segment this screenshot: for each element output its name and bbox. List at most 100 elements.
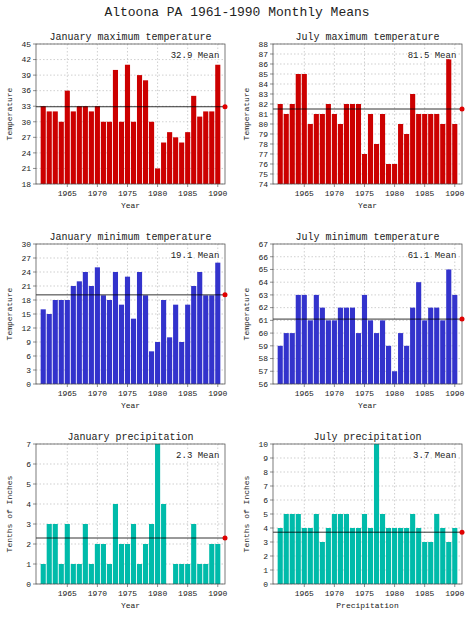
bar — [302, 295, 307, 384]
bar — [101, 544, 106, 584]
subplot-title: January precipitation — [67, 432, 193, 443]
bar — [77, 564, 82, 584]
x-tick-label: 1970 — [88, 389, 107, 398]
plot-frame — [273, 244, 462, 384]
bar — [422, 114, 427, 184]
bars — [36, 65, 225, 184]
bar — [65, 300, 70, 384]
bar — [53, 111, 58, 184]
y-tick — [33, 356, 36, 357]
y-tick-label: 3 — [26, 520, 31, 529]
y-tick — [270, 134, 273, 135]
x-tick — [304, 584, 305, 587]
grid-line — [273, 114, 462, 115]
bar — [209, 544, 214, 584]
plot-frame — [36, 244, 225, 384]
grid-line — [273, 104, 462, 105]
bar — [113, 70, 118, 184]
bar — [356, 104, 361, 184]
bar — [398, 333, 403, 384]
grid-line — [36, 504, 225, 505]
x-axis-label: Year — [358, 401, 377, 410]
y-tick-label: 10 — [258, 440, 268, 449]
grid-line — [36, 564, 225, 565]
y-tick-label: 9 — [263, 454, 268, 463]
x-tick-label: 1970 — [325, 389, 344, 398]
y-tick-label: 42 — [21, 55, 31, 64]
grid-line — [273, 486, 462, 487]
x-tick — [454, 184, 455, 187]
y-tick-label: 3 — [263, 538, 268, 547]
bar — [368, 114, 373, 184]
grid-line — [36, 121, 225, 122]
y-tick-label: 82 — [258, 100, 268, 109]
x-tick — [97, 184, 98, 187]
bar — [278, 346, 283, 384]
mean-marker — [460, 317, 465, 322]
plot-frame — [36, 444, 225, 584]
grid-line — [157, 44, 158, 184]
y-tick-label: 7 — [26, 440, 31, 449]
y-tick-label: 75 — [258, 170, 268, 179]
bar — [185, 305, 190, 384]
bar — [215, 65, 220, 184]
bar — [332, 514, 337, 584]
x-tick-label: 1985 — [178, 589, 197, 598]
x-tick — [304, 184, 305, 187]
y-tick-label: 8 — [263, 468, 268, 477]
y-tick-label: 9 — [26, 338, 31, 347]
panel: 5657585960616263646566671965197019751980… — [242, 232, 465, 410]
bar — [416, 528, 421, 584]
x-tick-label: 1985 — [415, 589, 434, 598]
bar — [59, 564, 64, 584]
x-tick — [187, 184, 188, 187]
bar — [434, 114, 439, 184]
x-tick-label: 1965 — [295, 589, 314, 598]
mean-label: 81.5 Mean — [408, 51, 457, 61]
bar — [203, 295, 208, 384]
grid-line — [36, 524, 225, 525]
y-tick — [33, 314, 36, 315]
bar — [191, 524, 196, 584]
x-tick — [454, 584, 455, 587]
bar — [380, 514, 385, 584]
mean-line — [273, 532, 462, 533]
bar — [386, 164, 391, 184]
y-tick-label: 78 — [258, 140, 268, 149]
bar — [428, 114, 433, 184]
y-tick — [270, 371, 273, 372]
bar — [77, 106, 82, 184]
bar — [71, 111, 76, 184]
y-tick — [270, 358, 273, 359]
bar — [197, 117, 202, 184]
x-tick — [454, 384, 455, 387]
bar — [440, 320, 445, 384]
panel: 01234567196519701975198019851990January … — [5, 432, 228, 610]
bar — [149, 122, 154, 184]
x-tick — [364, 584, 365, 587]
mean-line — [273, 109, 462, 110]
plot-frame — [273, 44, 462, 184]
bar — [215, 263, 220, 384]
y-tick-label: 84 — [258, 80, 268, 89]
bars — [273, 269, 462, 384]
bar — [374, 333, 379, 384]
bar — [131, 122, 136, 184]
y-tick-label: 36 — [21, 86, 31, 95]
y-tick — [270, 54, 273, 55]
y-tick — [270, 114, 273, 115]
x-tick-label: 1990 — [208, 589, 227, 598]
bar — [362, 295, 367, 384]
bar — [362, 514, 367, 584]
panel: 1821242730333639424519651970197519801985… — [5, 32, 228, 210]
bar — [173, 564, 178, 584]
y-tick — [270, 345, 273, 346]
bar — [338, 514, 343, 584]
bar — [173, 137, 178, 184]
y-tick-label: 2 — [263, 552, 268, 561]
x-tick-label: 1975 — [118, 389, 137, 398]
x-tick-label: 1980 — [148, 389, 167, 398]
grid-line — [273, 320, 462, 321]
mean-marker — [223, 104, 228, 109]
y-tick-label: 58 — [258, 354, 268, 363]
